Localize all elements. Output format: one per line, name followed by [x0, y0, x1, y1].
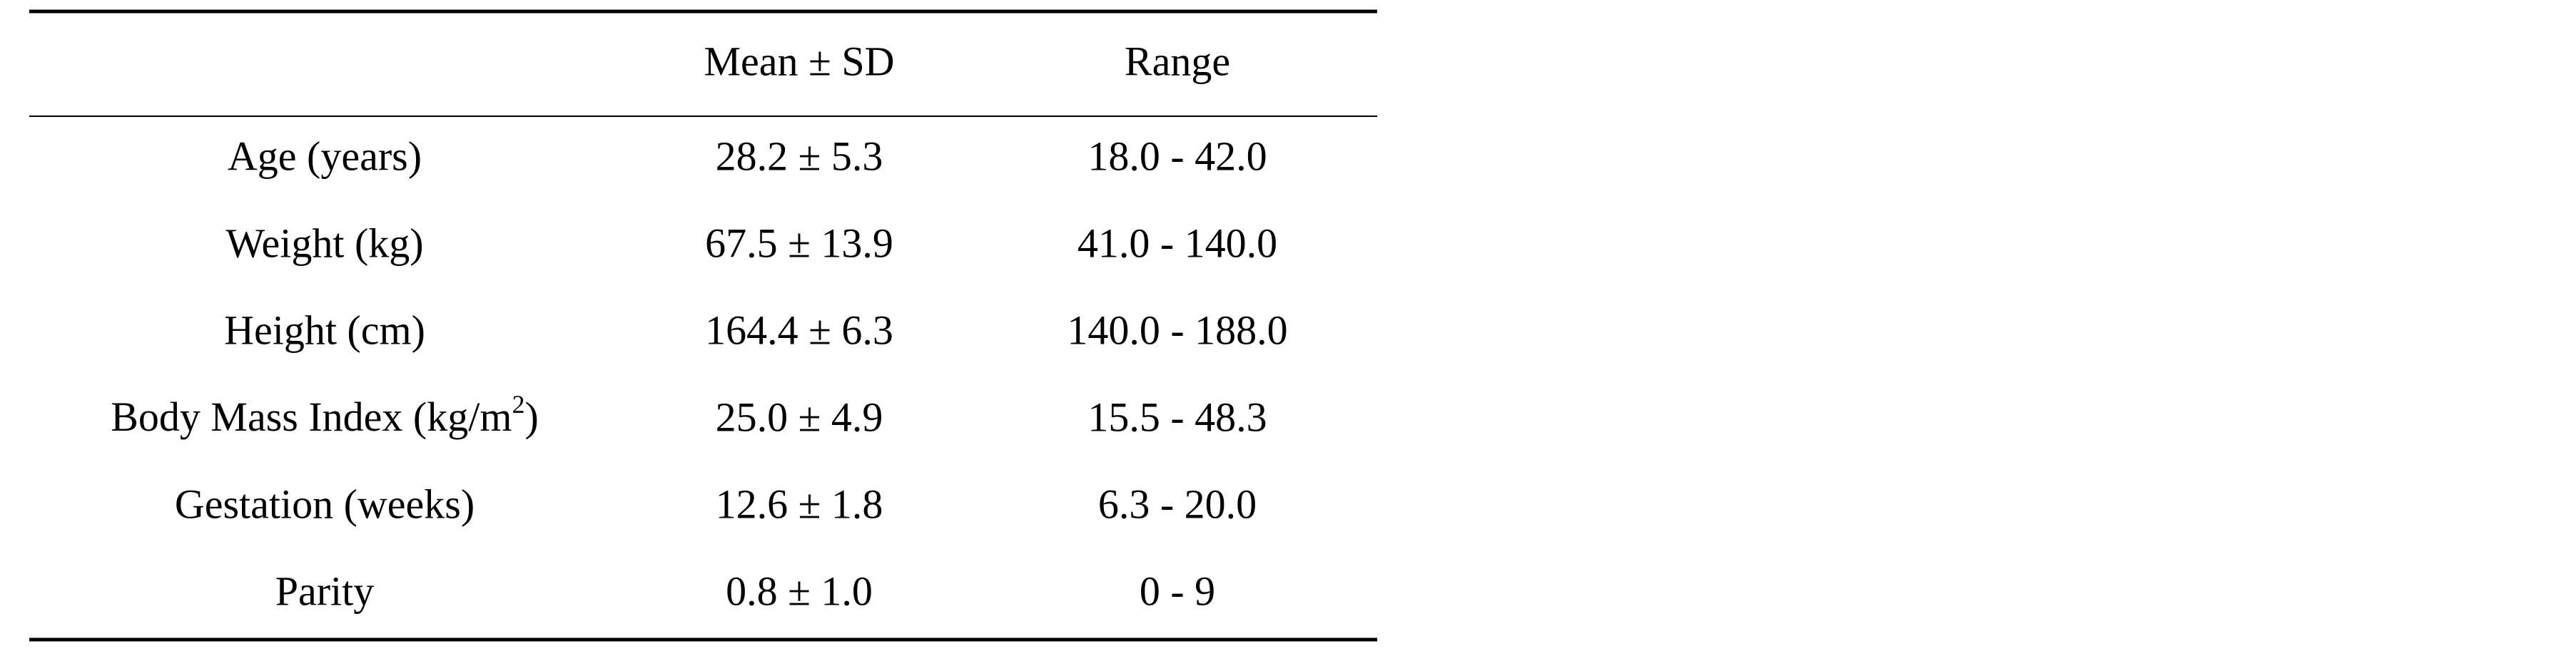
row-label-text: Body Mass Index (kg/m — [111, 394, 512, 440]
range: 140.0 - 188.0 — [1067, 307, 1287, 353]
superscript: 2 — [512, 390, 524, 419]
mean-sd: 12.6 ± 1.8 — [716, 481, 883, 527]
row-label: Gestation (weeks) — [175, 481, 475, 527]
row-label: Weight (kg) — [225, 220, 423, 266]
row-label: Body Mass Index (kg/m2) — [111, 390, 539, 440]
mean-sd: 0.8 ± 1.0 — [726, 568, 873, 614]
column-header: Mean ± SD — [704, 38, 894, 84]
mean-sd: 28.2 ± 5.3 — [716, 133, 883, 179]
range: 6.3 - 20.0 — [1098, 481, 1257, 527]
row-label-text: ) — [524, 394, 538, 440]
column-header: Range — [1125, 38, 1230, 84]
mean-sd: 164.4 ± 6.3 — [705, 307, 893, 353]
row-label: Age (years) — [228, 133, 422, 179]
row-label: Height (cm) — [224, 307, 425, 353]
row-label: Parity — [275, 568, 375, 614]
range: 0 - 9 — [1140, 568, 1215, 614]
mean-sd: 25.0 ± 4.9 — [716, 394, 883, 440]
range: 18.0 - 42.0 — [1087, 133, 1267, 179]
range: 15.5 - 48.3 — [1087, 394, 1267, 440]
mean-sd: 67.5 ± 13.9 — [705, 220, 893, 266]
range: 41.0 - 140.0 — [1077, 220, 1277, 266]
